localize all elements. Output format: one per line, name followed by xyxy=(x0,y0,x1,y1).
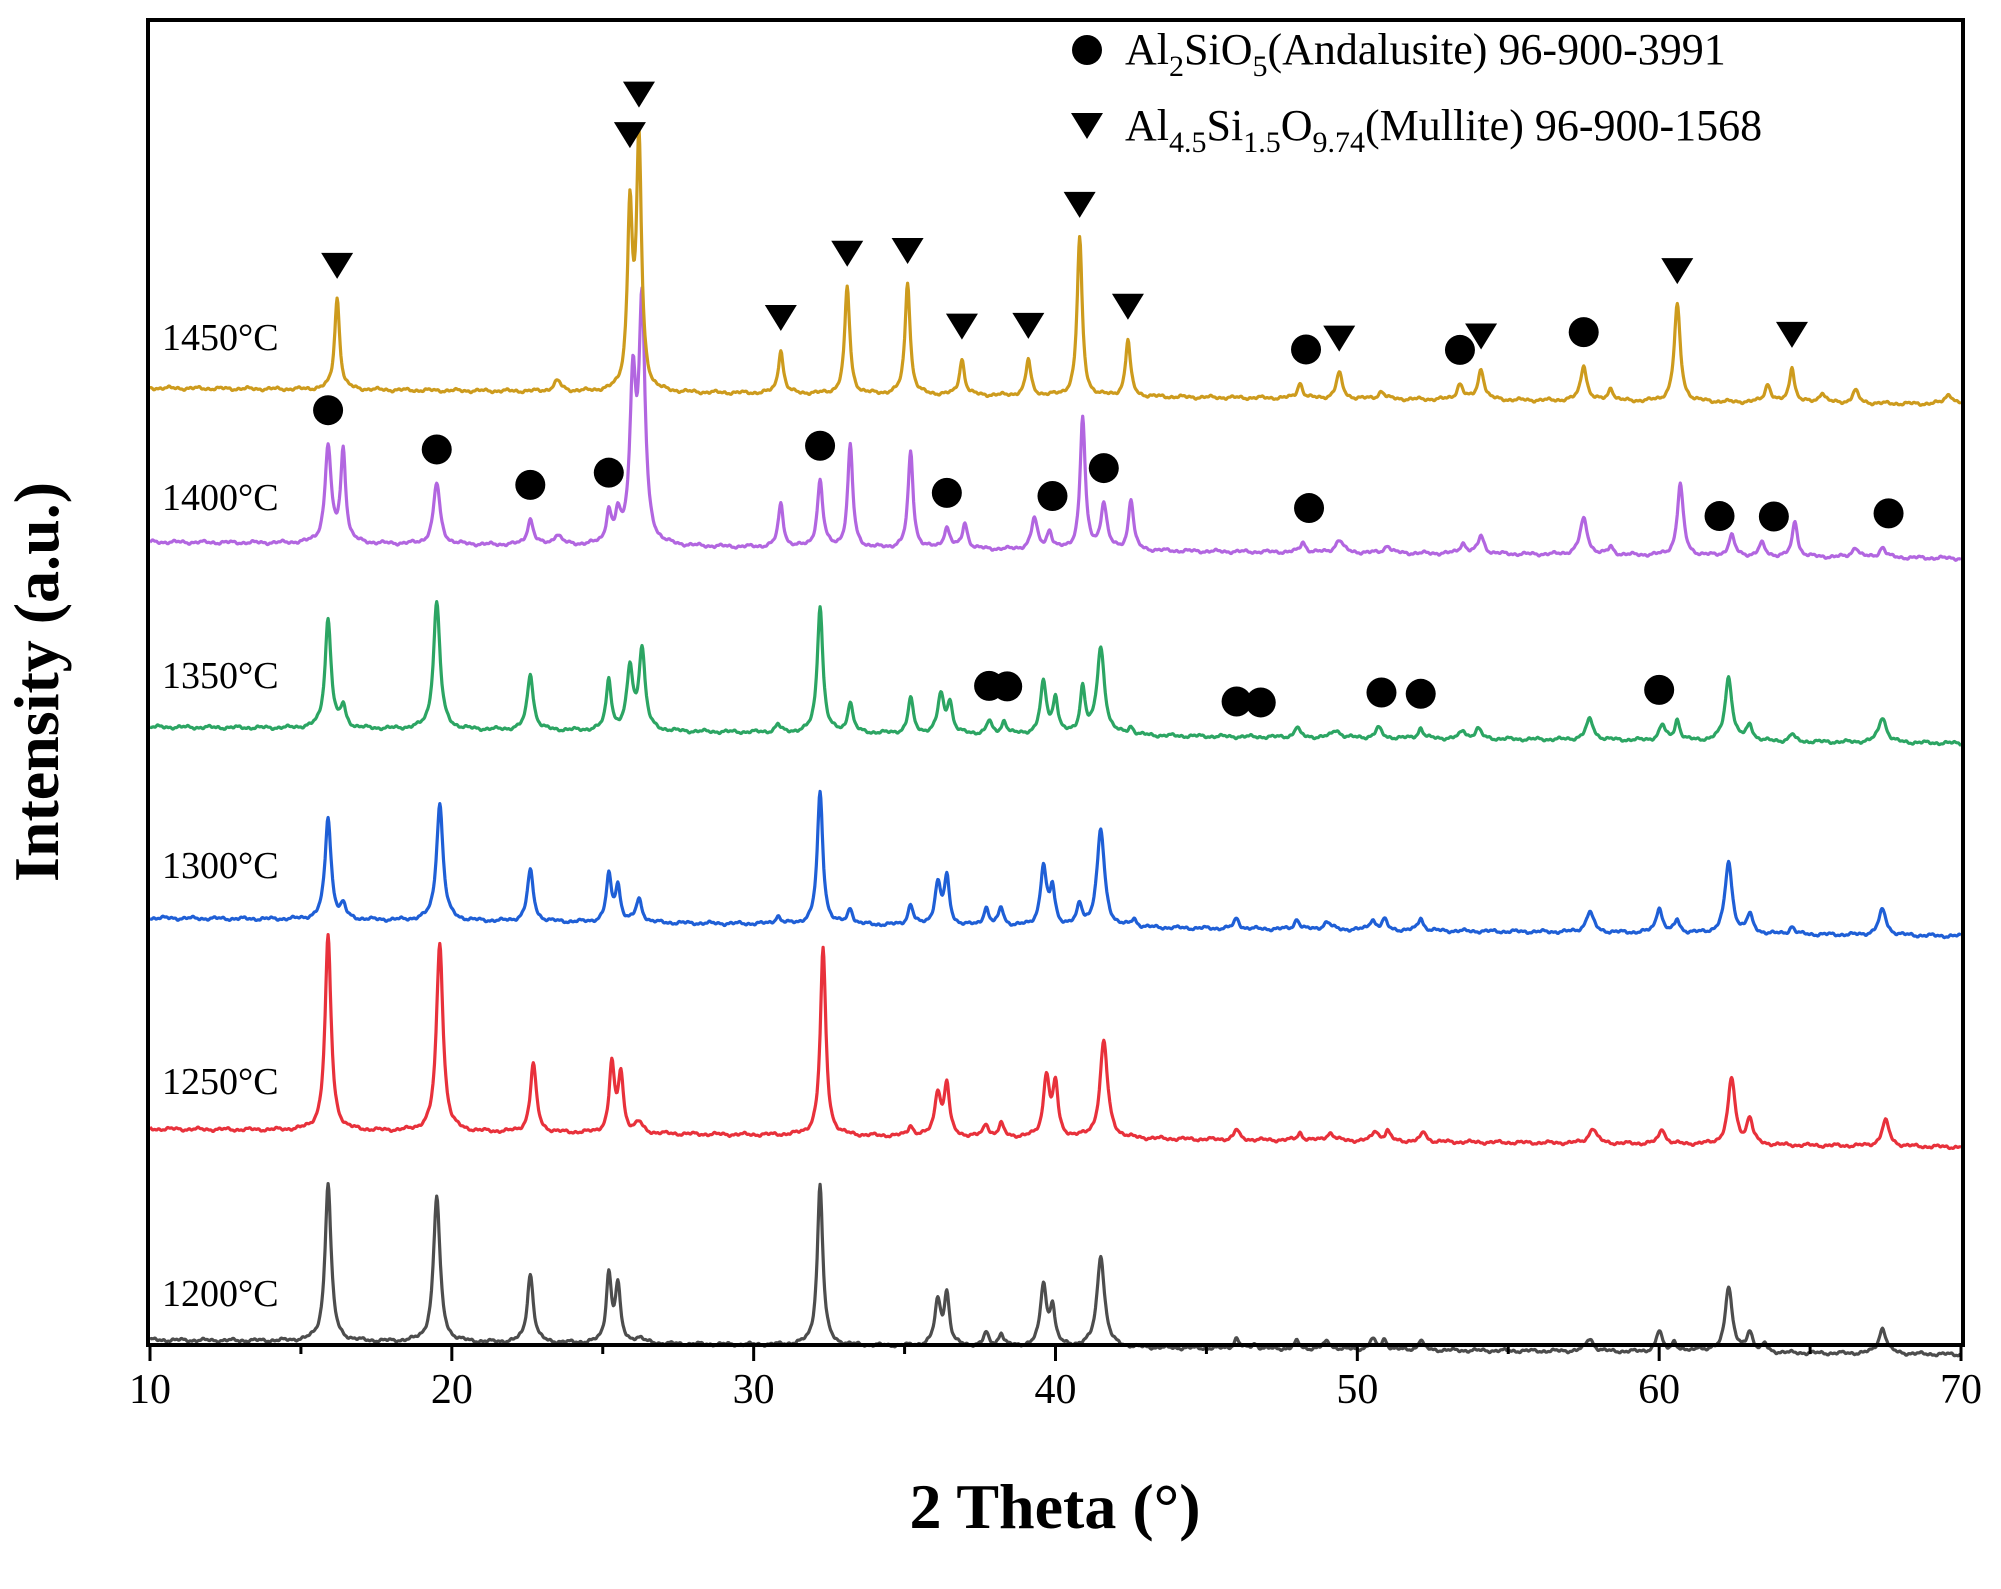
legend-circle-icon xyxy=(1072,35,1102,65)
andalusite-peak-marker xyxy=(515,469,546,500)
andalusite-peak-marker xyxy=(421,434,452,465)
series-line-1200 xyxy=(148,1182,1962,1358)
x-tick-label: 10 xyxy=(129,1367,171,1413)
series-line-1300 xyxy=(149,789,1962,940)
mullite-peak-marker xyxy=(613,122,646,149)
mullite-peak-marker xyxy=(764,305,797,332)
andalusite-peak-marker xyxy=(313,395,344,426)
series-labels: 1200°C 1250°C 1300°C 1350°C 1400°C 1450°C xyxy=(162,317,279,1315)
legend: Al2SiO5(Andalusite) 96-900-3991 Al4.5Si1.… xyxy=(1071,25,1762,159)
andalusite-peak-marker xyxy=(593,457,624,488)
x-axis-ticks: 10 20 30 40 50 60 70 xyxy=(129,1345,1982,1413)
andalusite-peak-marker xyxy=(1444,334,1475,365)
series-label: 1400°C xyxy=(162,477,279,519)
andalusite-peak-marker xyxy=(1291,334,1322,365)
mullite-peak-marker xyxy=(1063,191,1096,218)
andalusite-peak-marker xyxy=(1644,674,1675,705)
andalusite-peak-marker xyxy=(992,671,1023,702)
mullite-peak-marker xyxy=(622,81,655,108)
andalusite-peak-marker xyxy=(1568,317,1599,348)
mullite-peak-marker xyxy=(321,252,354,279)
series-label: 1250°C xyxy=(162,1061,279,1103)
series-label: 1200°C xyxy=(162,1273,279,1315)
legend-triangle-icon xyxy=(1071,113,1103,139)
mullite-peak-marker xyxy=(1323,325,1356,352)
andalusite-peak-marker xyxy=(1088,453,1119,484)
series-label: 1300°C xyxy=(162,845,279,887)
andalusite-peak-marker xyxy=(1873,498,1904,529)
mullite-peak-marker xyxy=(1775,321,1808,348)
andalusite-peak-marker xyxy=(1405,678,1436,709)
andalusite-peak-marker xyxy=(1037,480,1068,511)
peak-markers xyxy=(313,81,1904,718)
andalusite-peak-marker xyxy=(1245,687,1276,718)
mullite-peak-marker xyxy=(891,237,924,264)
andalusite-peak-marker xyxy=(931,477,962,508)
plot-frame xyxy=(146,18,1965,1347)
andalusite-peak-marker xyxy=(1366,677,1397,708)
mullite-peak-marker xyxy=(1012,312,1045,339)
series-traces xyxy=(148,125,1962,1358)
legend-entry-text: Al4.5Si1.5O9.74(Mullite) 96-900-1568 xyxy=(1125,101,1762,159)
y-axis-title: Intensity (a.u.) xyxy=(1,482,72,882)
series-line-1250 xyxy=(149,933,1962,1151)
series-line-1400 xyxy=(149,286,1962,562)
mullite-peak-marker xyxy=(1465,323,1498,350)
series-label: 1350°C xyxy=(162,655,279,697)
mullite-peak-marker xyxy=(831,240,864,267)
andalusite-peak-marker xyxy=(1704,501,1735,532)
x-tick-label: 30 xyxy=(733,1367,775,1413)
mullite-peak-marker xyxy=(1111,293,1144,320)
x-tick-label: 50 xyxy=(1336,1367,1378,1413)
x-tick-label: 40 xyxy=(1035,1367,1077,1413)
andalusite-peak-marker xyxy=(1294,493,1325,524)
x-tick-label: 60 xyxy=(1638,1367,1680,1413)
andalusite-peak-marker xyxy=(1221,686,1252,717)
legend-entry-text: Al2SiO5(Andalusite) 96-900-3991 xyxy=(1125,25,1726,83)
x-tick-label: 70 xyxy=(1940,1367,1982,1413)
andalusite-peak-marker xyxy=(1758,501,1789,532)
andalusite-peak-marker xyxy=(805,430,836,461)
series-line-1450 xyxy=(149,125,1962,407)
mullite-peak-marker xyxy=(945,313,978,340)
x-axis-title: 2 Theta (°) xyxy=(909,1471,1200,1542)
series-label: 1450°C xyxy=(162,317,279,359)
mullite-peak-marker xyxy=(1661,258,1694,285)
series-line-1350 xyxy=(149,600,1962,747)
x-tick-label: 20 xyxy=(431,1367,473,1413)
